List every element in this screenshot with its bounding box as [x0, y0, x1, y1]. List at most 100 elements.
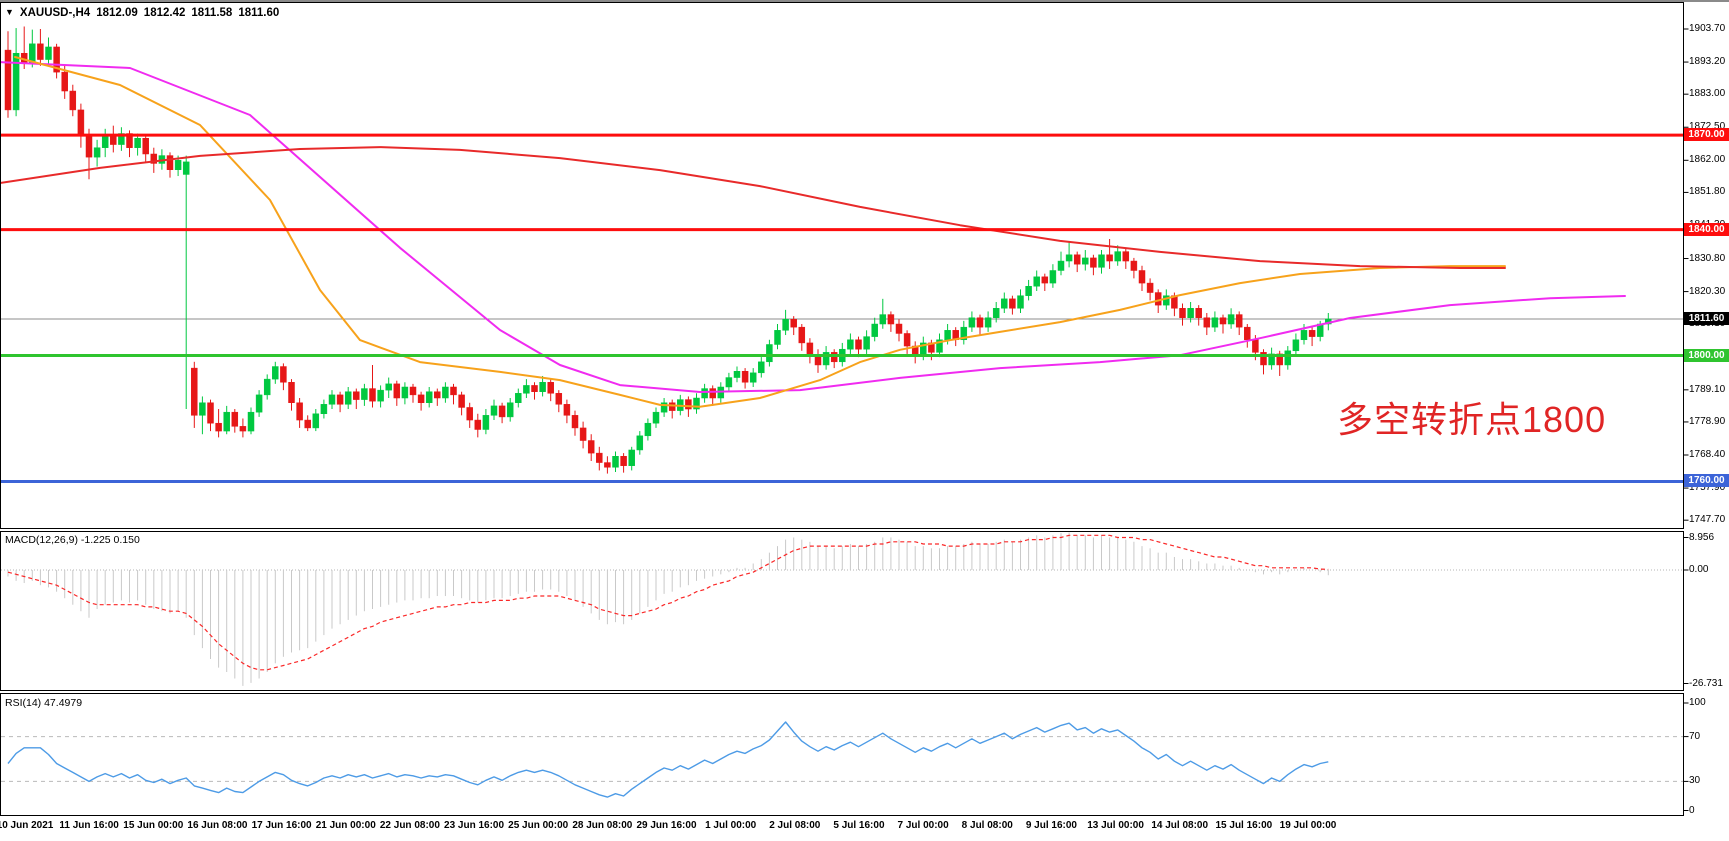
candle-body	[984, 317, 992, 328]
main-panel-frame	[0, 2, 1684, 529]
candle-body	[142, 138, 149, 155]
candle-body	[944, 330, 951, 341]
candle-body	[863, 336, 870, 350]
candle-body	[555, 393, 563, 405]
candle-body	[101, 134, 109, 148]
price-tick-label: 1883.00	[1689, 88, 1726, 100]
symbol-header: ▼ XAUUSD-,H4 1812.09 1812.42 1811.58 181…	[5, 7, 279, 19]
rsi-tick-label: 70	[1689, 730, 1701, 742]
candle-body	[377, 389, 384, 402]
rsi-tick-label: 30	[1689, 775, 1701, 787]
candle-body	[830, 352, 838, 363]
candle-body	[29, 43, 36, 63]
macd-signal-line	[7, 534, 1329, 671]
candle-body	[247, 411, 255, 432]
candle-body	[191, 367, 198, 416]
candle-body	[847, 339, 854, 350]
rsi-indicator-label: RSI(14) 47.4979	[5, 697, 83, 709]
candle-body	[490, 405, 498, 416]
ma-red-line	[0, 146, 1506, 269]
candle-body	[1252, 339, 1259, 353]
candle-body	[1187, 308, 1194, 318]
time-axis-label: 10 Jun 2021	[0, 820, 54, 831]
ma-orange-line	[14, 56, 1506, 408]
candle-body	[798, 326, 806, 344]
macd-indicator-label: MACD(12,26,9) -1.225 0.150	[5, 534, 140, 546]
price-level-badge: 1800.00	[1684, 348, 1729, 362]
candle-body	[434, 391, 441, 399]
candle-body	[596, 452, 603, 463]
macd-tick-label: 0.00	[1689, 564, 1709, 575]
candle-body	[879, 314, 887, 325]
candle-body	[336, 394, 344, 405]
rsi-tick-label: 100	[1689, 697, 1706, 708]
candle-body	[976, 317, 984, 328]
candle-body	[4, 49, 12, 111]
candle-body	[652, 411, 660, 424]
candle-body	[239, 426, 247, 432]
candle-body	[304, 419, 311, 429]
candle-body	[741, 371, 749, 383]
candle-body	[547, 382, 554, 394]
candle-body	[620, 456, 627, 466]
candle-body	[871, 323, 878, 337]
time-axis-label: 22 Jun 08:00	[379, 820, 440, 831]
candle-body	[474, 419, 482, 430]
candle-body	[668, 402, 676, 411]
candle-body	[61, 71, 68, 92]
time-axis-label: 13 Jul 00:00	[1087, 820, 1144, 831]
candle-body	[361, 388, 368, 400]
time-axis-label: 15 Jun 00:00	[123, 820, 184, 831]
candle-body	[563, 404, 571, 416]
candle-body	[1090, 257, 1097, 268]
candle-body	[1041, 276, 1049, 284]
candle-body	[539, 382, 546, 392]
time-axis-label: 5 Jul 16:00	[833, 820, 885, 831]
candle-body	[685, 399, 692, 410]
time-axis-label: 7 Jul 00:00	[897, 820, 949, 831]
candle-body	[450, 386, 457, 396]
candle-body	[693, 397, 700, 410]
candle-body	[1276, 353, 1283, 366]
rsi-line	[7, 721, 1329, 798]
chevron-down-icon[interactable]: ▼	[5, 7, 14, 17]
candle-body	[1017, 295, 1024, 309]
time-axis-label: 17 Jun 16:00	[251, 820, 312, 831]
time-axis-label: 21 Jun 00:00	[315, 820, 376, 831]
candle-body	[506, 402, 514, 418]
price-level-badge: 1870.00	[1684, 128, 1729, 142]
time-axis-label: 28 Jun 08:00	[572, 820, 633, 831]
candle-body	[1219, 317, 1227, 325]
macd-tick-label: 8.956	[1689, 531, 1715, 543]
quote-low: 1811.58	[191, 7, 233, 19]
time-axis-label: 11 Jun 16:00	[59, 820, 119, 831]
rsi-panel-frame	[0, 693, 1684, 816]
candle-body	[1082, 257, 1089, 265]
price-tick-label: 1872.50	[1689, 121, 1726, 133]
candle-body	[393, 383, 401, 399]
candle-body	[458, 394, 465, 408]
candle-body	[466, 407, 473, 421]
candle-body	[498, 405, 506, 418]
price-tick-label: 1851.80	[1689, 186, 1726, 198]
candle-body	[1033, 276, 1040, 287]
candle-body	[733, 371, 741, 378]
candle-body	[895, 323, 903, 334]
price-level-badge: 1840.00	[1684, 222, 1729, 236]
current-price-badge: 1811.60	[1684, 311, 1729, 325]
candle-body	[1114, 251, 1121, 262]
time-axis-label: 29 Jun 16:00	[636, 820, 697, 831]
candle-body	[53, 46, 60, 73]
quote-high: 1812.42	[143, 7, 186, 19]
time-axis-label: 15 Jul 16:00	[1215, 820, 1273, 831]
candle-body	[182, 161, 190, 175]
price-tick-label: 1778.90	[1689, 415, 1726, 427]
candle-body	[207, 402, 214, 424]
candle-body	[1049, 270, 1057, 284]
candle-body	[166, 155, 174, 170]
time-axis-label: 9 Jul 16:00	[1025, 820, 1077, 831]
candle-body	[822, 352, 830, 366]
candle-body	[855, 339, 862, 350]
price-tick-label: 1757.90	[1689, 482, 1726, 494]
